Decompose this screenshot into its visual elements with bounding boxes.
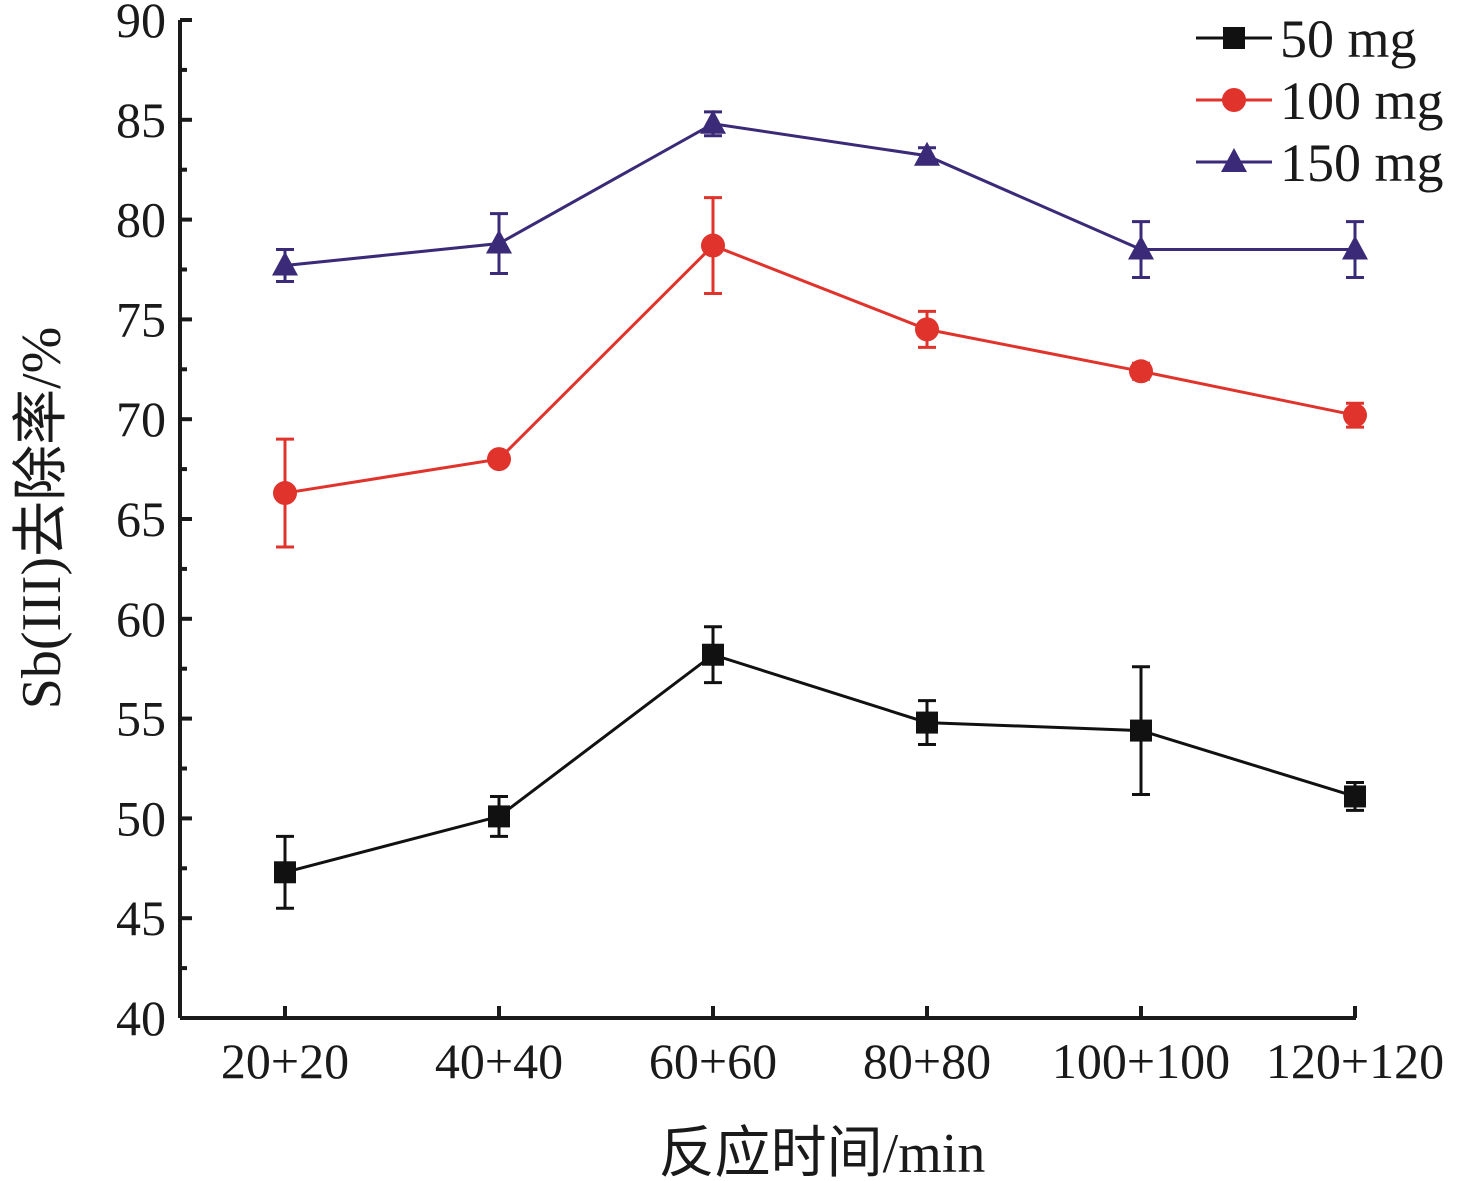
series-line <box>284 653 1356 874</box>
legend-label: 50 mg <box>1280 9 1417 69</box>
y-tick-label: 85 <box>116 92 166 148</box>
x-axis-title: 反应时间/min <box>659 1123 986 1181</box>
y-tick-label: 90 <box>116 0 166 48</box>
series-line <box>284 243 1356 495</box>
x-tick-label: 120+120 <box>1266 1033 1444 1089</box>
y-tick-label: 60 <box>116 591 166 647</box>
data-point <box>1130 719 1152 742</box>
y-tick-label: 55 <box>116 691 166 747</box>
x-tick-label: 20+20 <box>221 1033 349 1089</box>
legend-entry-0: 50 mg <box>1196 9 1417 69</box>
data-point <box>1342 235 1368 260</box>
legend-entry-2: 150 mg <box>1196 133 1444 193</box>
data-point <box>1344 785 1366 808</box>
series-line <box>284 122 1355 268</box>
y-tick-label: 50 <box>116 790 166 846</box>
data-point <box>701 233 725 258</box>
series-0 <box>274 625 1366 910</box>
data-point <box>1343 403 1367 428</box>
data-point <box>1129 359 1153 384</box>
series-1 <box>273 196 1367 549</box>
data-point <box>487 447 511 472</box>
y-tick-label: 45 <box>116 890 166 946</box>
legend-marker <box>1221 148 1247 172</box>
data-point <box>914 141 940 166</box>
data-point <box>916 711 938 734</box>
legend-marker <box>1222 88 1246 112</box>
data-point <box>274 861 296 884</box>
y-axis-title: Sb(III)去除率/% <box>11 327 73 710</box>
y-tick-label: 70 <box>116 391 166 447</box>
legend-label: 150 mg <box>1280 133 1444 193</box>
x-tick-label: 80+80 <box>863 1033 991 1089</box>
x-tick-label: 60+60 <box>649 1033 777 1089</box>
data-point <box>486 229 512 254</box>
data-point <box>273 481 297 506</box>
x-tick-label: 40+40 <box>435 1033 563 1089</box>
y-tick-label: 65 <box>116 491 166 547</box>
data-point <box>915 317 939 342</box>
axes: 40 45 50 55 60 65 70 75 80 85 90 20+20 40+40 60+60 80+… <box>116 0 1444 1089</box>
series-2 <box>272 109 1368 283</box>
data-point <box>1128 235 1154 260</box>
y-tick-label: 40 <box>116 990 166 1046</box>
y-tick-label: 80 <box>116 192 166 248</box>
data-point <box>702 643 724 666</box>
legend-entry-1: 100 mg <box>1196 71 1444 131</box>
x-tick-label: 100+100 <box>1052 1033 1230 1089</box>
legend-label: 100 mg <box>1280 71 1444 131</box>
data-point <box>488 805 510 828</box>
series-layer <box>272 109 1368 910</box>
y-tick-label: 75 <box>116 291 166 347</box>
data-point <box>272 251 298 276</box>
legend-marker <box>1223 27 1245 49</box>
data-point <box>700 109 726 134</box>
